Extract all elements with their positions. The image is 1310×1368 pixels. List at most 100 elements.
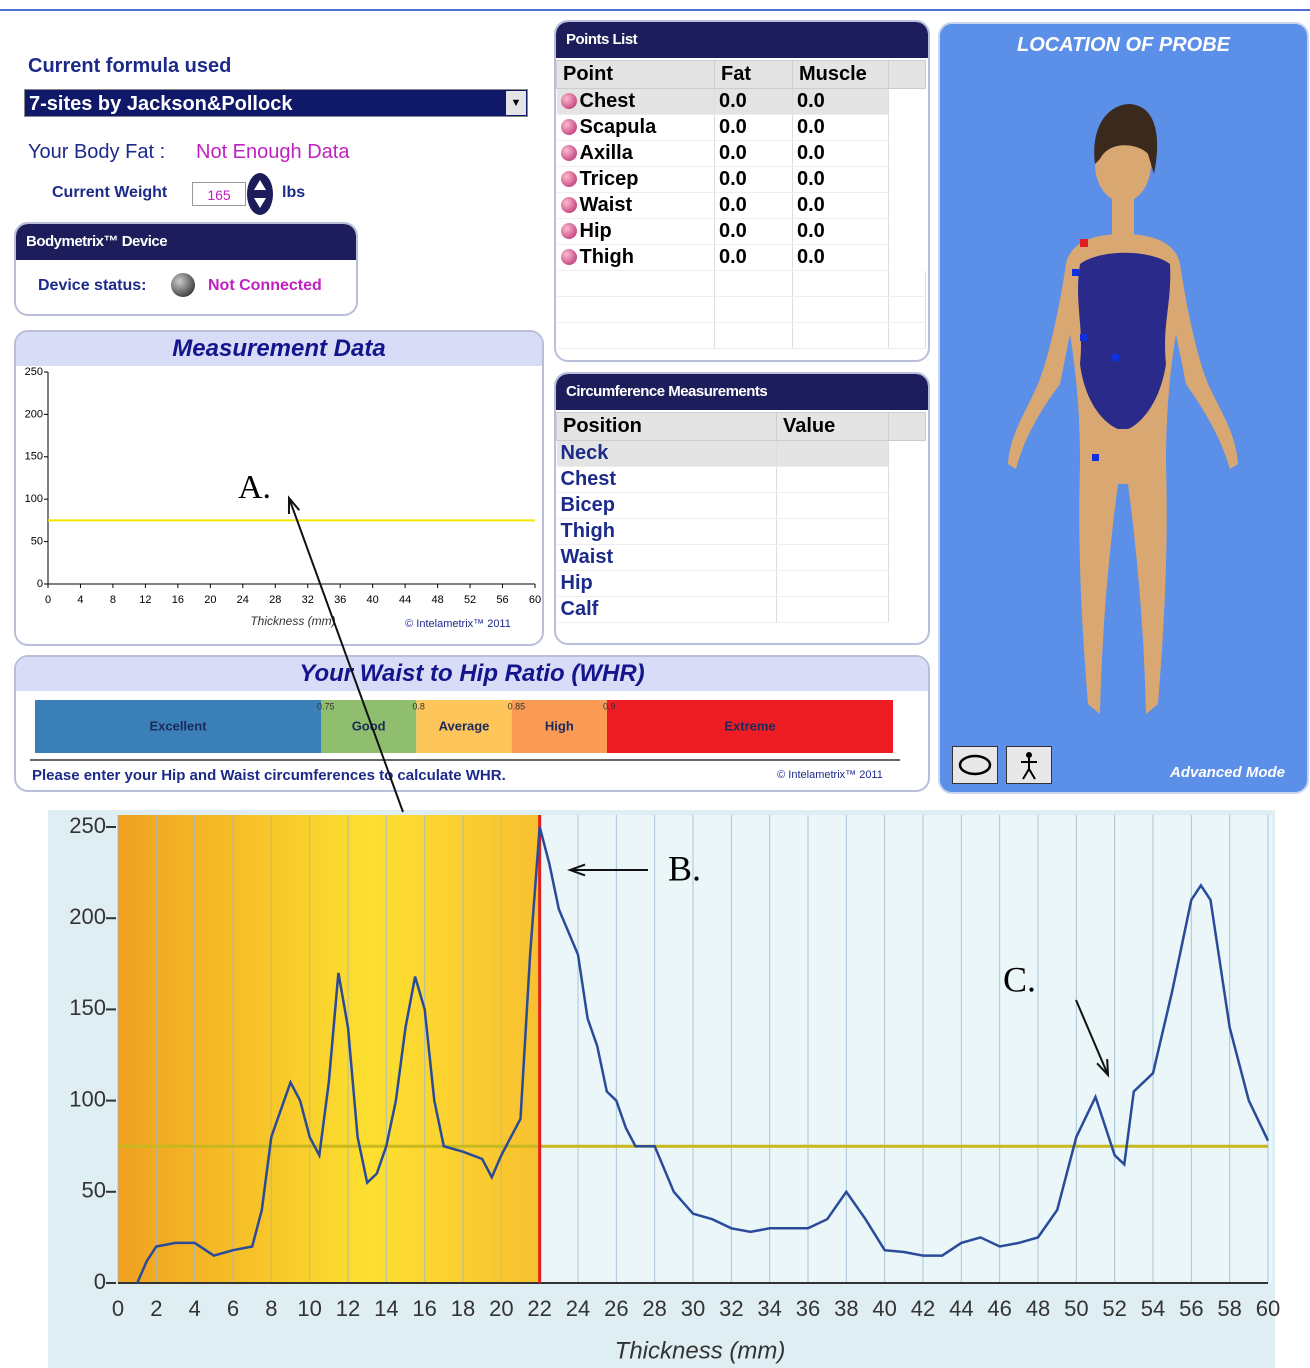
cell	[776, 544, 889, 571]
whr-segment	[35, 700, 321, 753]
table-row[interactable]: Waist	[556, 544, 926, 571]
cell-text: Tricep	[579, 168, 639, 190]
cell	[888, 596, 926, 623]
annotation: B.	[668, 848, 701, 888]
cell-text: 0.0	[719, 142, 747, 164]
cell	[556, 270, 715, 297]
table-row[interactable]: Chest 0.0 0.0	[556, 88, 926, 115]
whr-threshold: 0.9	[603, 701, 616, 711]
whr-segment-label: Excellent	[149, 718, 207, 733]
weight-unit: lbs	[282, 184, 306, 201]
cell: Scapula	[556, 114, 715, 141]
cell	[888, 518, 926, 545]
y-tick-label: 150	[25, 451, 43, 463]
table-header: Point Fat Muscle	[556, 60, 926, 89]
cell: 0.0	[792, 166, 889, 193]
cell: Bicep	[556, 492, 777, 519]
dropdown-arrow[interactable]: ▼	[506, 91, 526, 115]
x-tick-label: 14	[374, 1296, 398, 1321]
x-tick-label: 8	[110, 594, 116, 606]
cell	[888, 466, 926, 493]
cell	[888, 88, 926, 115]
cell: Tricep	[556, 166, 715, 193]
formula-select[interactable]: 7-sites by Jackson&Pollock ▼	[24, 89, 528, 117]
x-tick-label: 44	[949, 1296, 973, 1321]
whr-threshold: 0.8	[412, 701, 425, 711]
pose-button[interactable]	[1006, 746, 1052, 784]
table-row[interactable]: Thigh 0.0 0.0	[556, 244, 926, 271]
whr-bar: Excellent Good Average High Extreme 0.75 0.8 0.…	[30, 700, 900, 784]
table: Point Fat Muscle Chest 0.0 0.0 Scapula 0.0 0.0 Ax…	[556, 60, 926, 349]
probe-point	[1112, 354, 1119, 361]
mode-label[interactable]: Advanced Mode	[1170, 764, 1286, 781]
whr-segment	[416, 700, 512, 753]
x-tick-label: 60	[529, 594, 541, 606]
cell	[888, 218, 926, 245]
table-row[interactable]: Thigh	[556, 518, 926, 545]
row-icon	[560, 249, 577, 265]
x-tick-label: 50	[1064, 1296, 1088, 1321]
table-row[interactable]: Bicep	[556, 492, 926, 519]
y-tick-label: 50	[82, 1178, 106, 1203]
table-row[interactable]: Tricep 0.0 0.0	[556, 166, 926, 193]
table-row[interactable]: Scapula 0.0 0.0	[556, 114, 926, 141]
x-tick-label: 30	[681, 1296, 705, 1321]
x-tick-label: 48	[431, 594, 443, 606]
x-tick-label: 34	[757, 1296, 781, 1321]
y-tick-label: 100	[25, 493, 43, 505]
cell-text: 0.0	[797, 116, 825, 138]
cell	[776, 596, 889, 623]
x-axis-label: Thickness (mm)	[250, 614, 335, 628]
x-tick-label: 20	[489, 1296, 513, 1321]
cell: Hip	[556, 570, 777, 597]
table-row[interactable]: Neck	[556, 440, 926, 467]
cell: 0.0	[792, 88, 889, 115]
x-tick-label: 0	[112, 1296, 124, 1321]
x-tick-label: 28	[642, 1296, 666, 1321]
cell-text: 0.0	[719, 220, 747, 242]
table-row[interactable]: Calf	[556, 596, 926, 623]
y-tick-label: 0	[94, 1269, 106, 1294]
measurement-panel: Measurement Data	[14, 330, 544, 646]
copyright: © Intelametrix™ 2011	[777, 769, 883, 781]
x-tick-label: 46	[987, 1296, 1011, 1321]
rotate-button[interactable]	[952, 746, 998, 784]
cell: 0.0	[714, 244, 793, 271]
measurement-title: Measurement Data	[16, 332, 542, 366]
cell	[888, 140, 926, 167]
table-header: Position Value	[556, 412, 926, 441]
column-header: Position	[556, 412, 777, 441]
table-row[interactable]: Waist 0.0 0.0	[556, 192, 926, 219]
cell-text: Axilla	[579, 142, 633, 164]
cell-text: 0.0	[719, 194, 747, 216]
scan-line	[136, 826, 1270, 1284]
cell-text: Chest	[579, 90, 636, 112]
weight-spinner[interactable]	[246, 172, 276, 216]
x-tick-label: 8	[265, 1296, 277, 1321]
weight-input[interactable]: 165	[192, 182, 246, 206]
x-tick-label: 4	[189, 1296, 201, 1321]
x-tick-label: 12	[336, 1296, 360, 1321]
table-row[interactable]: Axilla 0.0 0.0	[556, 140, 926, 167]
hair	[1094, 104, 1158, 174]
table-row[interactable]: Hip 0.0 0.0	[556, 218, 926, 245]
device-title: Bodymetrix™ Device	[16, 224, 356, 260]
whr-threshold: 0.85	[508, 701, 526, 711]
cell	[888, 192, 926, 219]
y-tick-label: 250	[25, 366, 43, 378]
column-header	[888, 412, 926, 441]
points-title: Points List	[556, 22, 928, 58]
cell-text: 0.0	[797, 142, 825, 164]
cell	[888, 296, 926, 323]
x-tick-label: 58	[1217, 1296, 1241, 1321]
cell	[776, 518, 889, 545]
whr-title: Your Waist to Hip Ratio (WHR)	[16, 657, 928, 691]
probe-point	[1072, 269, 1079, 276]
table-row[interactable]: Hip	[556, 570, 926, 597]
cell: Thigh	[556, 244, 715, 271]
table-row[interactable]: Chest	[556, 466, 926, 493]
x-tick-label: 44	[399, 594, 411, 606]
x-tick-label: 60	[1256, 1296, 1280, 1321]
x-tick-label: 56	[496, 594, 508, 606]
probe-point	[1080, 334, 1087, 341]
